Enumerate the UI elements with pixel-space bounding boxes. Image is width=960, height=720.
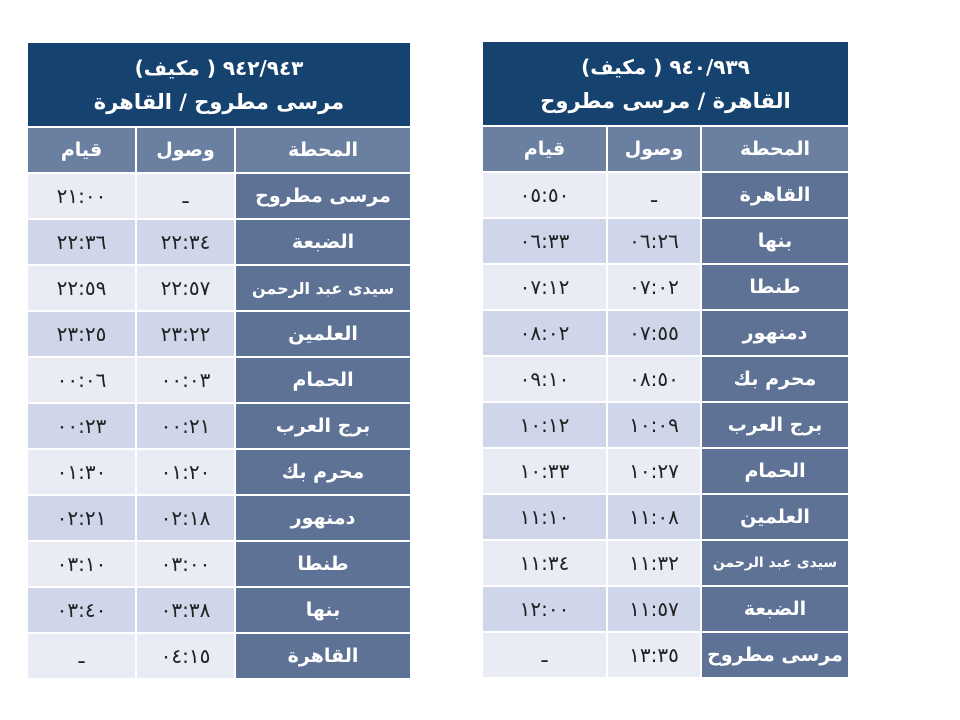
station-name: طنطا: [702, 265, 848, 309]
departure-time: ٠٠:٢٣: [28, 404, 135, 448]
departure-time: ١٠:١٢: [483, 403, 606, 447]
station-header: المحطة: [702, 127, 848, 171]
route-name: مرسى مطروح / القاهرة: [93, 89, 345, 114]
departure-time: ٠٣:١٠: [28, 542, 135, 586]
arrival-time: ـ: [137, 174, 234, 218]
train-number: ٩٤٢/٩٤٣ ( مكيف): [134, 55, 304, 80]
departure-time: ـ: [28, 634, 135, 678]
departure-header: قيام: [483, 127, 606, 171]
station-name: مرسى مطروح: [236, 174, 410, 218]
station-name: دمنهور: [236, 496, 410, 540]
arrival-time: ٠٠:٢١: [137, 404, 234, 448]
departure-time: ٠٢:٢١: [28, 496, 135, 540]
departure-time: ٢٢:٥٩: [28, 266, 135, 310]
arrival-time: ١١:٥٧: [608, 587, 700, 631]
arrival-time: ٠١:٢٠: [137, 450, 234, 494]
station-name: دمنهور: [702, 311, 848, 355]
departure-time: ١١:٣٤: [483, 541, 606, 585]
arrival-time: ٠٧:٥٥: [608, 311, 700, 355]
station-name: مرسى مطروح: [702, 633, 848, 677]
departure-time: ٠٦:٣٣: [483, 219, 606, 263]
station-name: بنها: [702, 219, 848, 263]
arrival-time: ٠٧:٠٢: [608, 265, 700, 309]
departure-time: ٠٧:١٢: [483, 265, 606, 309]
station-name: طنطا: [236, 542, 410, 586]
arrival-time: ٠٨:٥٠: [608, 357, 700, 401]
station-name: القاهرة: [236, 634, 410, 678]
station-name: محرم بك: [702, 357, 848, 401]
timetable-right: ٩٤٠/٩٣٩ ( مكيف) القاهرة / مرسى مطروح الم…: [483, 42, 848, 677]
table-title: ٩٤٠/٩٣٩ ( مكيف) القاهرة / مرسى مطروح: [483, 42, 848, 125]
station-name: الحمام: [236, 358, 410, 402]
arrival-time: ١١:٣٢: [608, 541, 700, 585]
departure-time: ١٢:٠٠: [483, 587, 606, 631]
station-header: المحطة: [236, 128, 410, 172]
station-name: الضبعة: [236, 220, 410, 264]
departure-time: ٠٥:٥٠: [483, 173, 606, 217]
departure-time: ٢٣:٢٥: [28, 312, 135, 356]
station-name: القاهرة: [702, 173, 848, 217]
departure-time: ١٠:٣٣: [483, 449, 606, 493]
station-name: سيدى عبد الرحمن: [236, 266, 410, 310]
schedule-grid: المحطة وصول قيام القاهرة ـ ٠٥:٥٠ بنها ٠٦:٢٦ ٠٦:٣…: [483, 125, 848, 677]
schedule-grid: المحطة وصول قيام مرسى مطروح ـ ٢١:٠٠ الضبعة ٢٢:٣…: [28, 126, 410, 678]
table-title: ٩٤٢/٩٤٣ ( مكيف) مرسى مطروح / القاهرة: [28, 43, 410, 126]
arrival-time: ٢٢:٣٤: [137, 220, 234, 264]
train-number: ٩٤٠/٩٣٩ ( مكيف): [581, 54, 750, 79]
arrival-time: ٠٠:٠٣: [137, 358, 234, 402]
route-name: القاهرة / مرسى مطروح: [540, 88, 791, 113]
station-name: العلمين: [236, 312, 410, 356]
arrival-time: ٠٤:١٥: [137, 634, 234, 678]
departure-time: ٠٨:٠٢: [483, 311, 606, 355]
station-name: برج العرب: [702, 403, 848, 447]
arrival-time: ٠٦:٢٦: [608, 219, 700, 263]
departure-time: ـ: [483, 633, 606, 677]
station-name: بنها: [236, 588, 410, 632]
departure-time: ٢٢:٣٦: [28, 220, 135, 264]
arrival-time: ١٣:٣٥: [608, 633, 700, 677]
arrival-time: ١٠:٠٩: [608, 403, 700, 447]
arrival-time: ٠٣:٠٠: [137, 542, 234, 586]
station-name: الضبعة: [702, 587, 848, 631]
arrival-time: ٠٣:٣٨: [137, 588, 234, 632]
departure-time: ٠٠:٠٦: [28, 358, 135, 402]
arrival-time: ٢٣:٢٢: [137, 312, 234, 356]
departure-time: ٠٣:٤٠: [28, 588, 135, 632]
arrival-header: وصول: [137, 128, 234, 172]
station-name: محرم بك: [236, 450, 410, 494]
departure-time: ٠١:٣٠: [28, 450, 135, 494]
arrival-time: ـ: [608, 173, 700, 217]
departure-time: ٢١:٠٠: [28, 174, 135, 218]
arrival-time: ٠٢:١٨: [137, 496, 234, 540]
arrival-time: ١١:٠٨: [608, 495, 700, 539]
arrival-time: ١٠:٢٧: [608, 449, 700, 493]
departure-time: ٠٩:١٠: [483, 357, 606, 401]
station-name: العلمين: [702, 495, 848, 539]
station-name: سيدى عبد الرحمن: [702, 541, 848, 585]
station-name: الحمام: [702, 449, 848, 493]
departure-time: ١١:١٠: [483, 495, 606, 539]
departure-header: قيام: [28, 128, 135, 172]
station-name: برج العرب: [236, 404, 410, 448]
arrival-time: ٢٢:٥٧: [137, 266, 234, 310]
arrival-header: وصول: [608, 127, 700, 171]
timetable-left: ٩٤٢/٩٤٣ ( مكيف) مرسى مطروح / القاهرة الم…: [28, 43, 410, 678]
